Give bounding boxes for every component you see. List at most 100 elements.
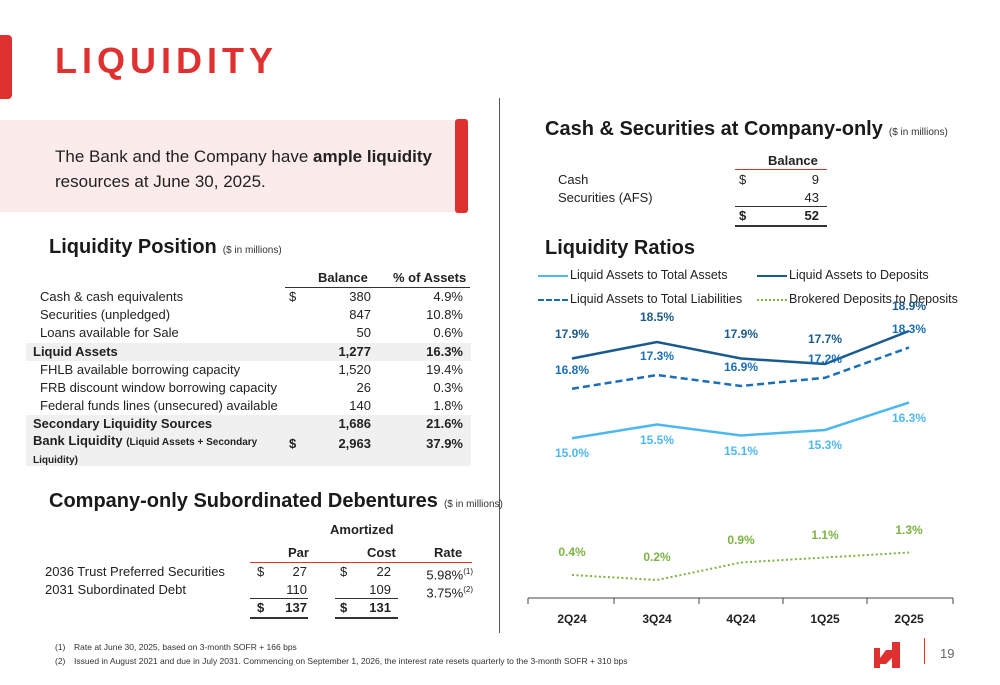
company-logo-icon: [874, 642, 900, 668]
series-line-3: [571, 551, 910, 582]
deb-row-cost: 109: [369, 582, 391, 597]
footnote: (2) Issued in August 2021 and due in July…: [55, 656, 628, 666]
deb-total-par: 137: [285, 600, 307, 615]
deb-total-row: $137 $131: [45, 599, 475, 617]
lp-row-pct: 21.6%: [426, 416, 463, 432]
lp-row-bank-liquidity: Bank Liquidity (Liquid Assets + Secondar…: [26, 433, 471, 466]
legend-item: Liquid Assets to Total Liabilities: [538, 292, 742, 306]
cs-row-label: Cash: [558, 172, 589, 187]
page-title: LIQUIDITY: [55, 40, 278, 81]
cs-total-dollar: $: [739, 208, 747, 223]
cs-row: Securities (AFS) 43: [558, 189, 823, 207]
cs-total-row: $52: [558, 207, 823, 225]
liquidity-position-title: Liquidity Position ($ in millions): [49, 236, 282, 258]
data-label: 16.3%: [891, 410, 927, 425]
x-tick-label: 1Q25: [810, 612, 840, 626]
legend-label: Liquid Assets to Deposits: [789, 268, 929, 282]
debentures-title: Company-only Subordinated Debentures ($ i…: [49, 490, 503, 512]
x-tick-label: 3Q24: [642, 612, 672, 626]
deb-header-par: Par: [288, 545, 309, 560]
data-label: 17.9%: [723, 326, 759, 341]
deb-total-cost-dollar: $: [340, 600, 348, 615]
lp-bank-label: Bank Liquidity (Liquid Assets + Secondar…: [33, 433, 263, 469]
lp-row-label: Securities (unpledged): [40, 307, 171, 323]
lp-row-pct: 16.3%: [426, 343, 463, 359]
footnote-text: Rate at June 30, 2025, based on 3-month …: [74, 642, 297, 652]
deb-par-double-rule: [250, 617, 308, 619]
data-label: 0.2%: [643, 550, 671, 564]
lp-row: Loans available for Sale 50 0.6%: [26, 324, 471, 342]
cs-row-label: Securities (AFS): [558, 190, 653, 205]
deb-header-cost: Cost: [367, 545, 396, 560]
cs-header-rule: [735, 169, 827, 170]
lp-header-rule: [285, 287, 470, 288]
data-label: 1.1%: [811, 527, 839, 542]
lp-row-pct: 0.6%: [433, 325, 463, 341]
deb-row-par: 27: [292, 564, 307, 579]
legend-item: Liquid Assets to Total Assets: [538, 268, 728, 282]
page-number: 19: [940, 646, 955, 661]
footnote-text: Issued in August 2021 and due in July 20…: [74, 656, 628, 666]
title-accent-bar: [0, 35, 12, 99]
legend-label: Liquid Assets to Total Assets: [570, 268, 728, 282]
lp-row-balance: 847: [349, 307, 371, 323]
deb-row-rate-note: (2): [463, 585, 473, 594]
callout-text: The Bank and the Company have ample liqu…: [55, 147, 433, 191]
lp-row-balance: 1,520: [338, 361, 371, 377]
lp-row-balance: 1,277: [338, 343, 371, 359]
lp-row-pct: 19.4%: [426, 361, 463, 377]
deb-row-cost: 22: [376, 564, 391, 579]
column-divider: [499, 98, 500, 633]
deb-row-rate: 5.98%(1): [426, 563, 473, 584]
lp-bank-dollar: $: [289, 436, 297, 451]
lp-row-balance: 1,686: [338, 416, 371, 432]
callout-box: [0, 120, 462, 212]
lp-header-pct: % of Assets: [393, 270, 467, 285]
deb-total-cost: 131: [369, 600, 391, 615]
deb-row: 2036 Trust Preferred Securities $27 $22 5.9…: [45, 563, 475, 584]
cs-total-rule: [735, 206, 827, 207]
deb-row-label: 2031 Subordinated Debt: [45, 582, 186, 597]
data-label: 15.0%: [554, 446, 590, 461]
lp-bank-label-main: Bank Liquidity: [33, 433, 123, 448]
series-line-0: [571, 401, 910, 440]
data-label: 15.3%: [807, 438, 843, 452]
cs-row-value: 9: [811, 172, 819, 187]
lp-row: FRB discount window borrowing capacity 26…: [26, 379, 471, 397]
data-label: 15.5%: [639, 432, 675, 447]
deb-row-cost-dollar: $: [340, 564, 348, 579]
lp-row-label: Liquid Assets: [33, 343, 118, 359]
deb-cost-double-rule: [335, 617, 398, 619]
lp-row: Secondary Liquidity Sources 1,686 21.6%: [26, 415, 471, 434]
lp-row-balance: 140: [349, 398, 371, 414]
deb-row-label: 2036 Trust Preferred Securities: [45, 564, 225, 579]
cs-row-value: 43: [804, 190, 819, 205]
lp-row: Securities (unpledged) 847 10.8%: [26, 306, 471, 324]
cash-securities-title: Cash & Securities at Company-only ($ in m…: [545, 118, 948, 140]
data-label: 16.9%: [723, 360, 759, 374]
lp-bank-balance: 2,963: [338, 436, 371, 451]
deb-row-rate-note: (1): [463, 567, 473, 576]
data-label: 0.4%: [558, 545, 586, 559]
x-tick-label: 4Q24: [726, 612, 756, 626]
legend-swatch: [757, 274, 787, 277]
lp-row: Cash & cash equivalents $380 4.9%: [26, 288, 471, 306]
deb-par-total-rule: [250, 598, 308, 599]
deb-header-rate: Rate: [434, 545, 463, 560]
data-label: 17.3%: [639, 349, 675, 363]
footnote-num: (2): [55, 656, 66, 666]
cs-header-balance: Balance: [768, 153, 818, 168]
page-number-divider: [924, 638, 925, 664]
cs-double-rule: [735, 225, 827, 227]
lp-row-balance: 380: [349, 289, 371, 304]
lp-header-balance: Balance: [318, 270, 368, 285]
data-label: 17.9%: [554, 326, 590, 341]
data-label: 18.3%: [891, 321, 927, 336]
deb-total-par-dollar: $: [257, 600, 265, 615]
lp-row: Federal funds lines (unsecured) availabl…: [26, 397, 471, 415]
lp-row-dollar: $: [289, 289, 297, 304]
legend-item: Brokered Deposits to Deposits: [757, 292, 958, 306]
footnote-num: (1): [55, 642, 66, 652]
cs-row-dollar: $: [739, 172, 747, 187]
callout-accent-bar: [455, 119, 468, 213]
